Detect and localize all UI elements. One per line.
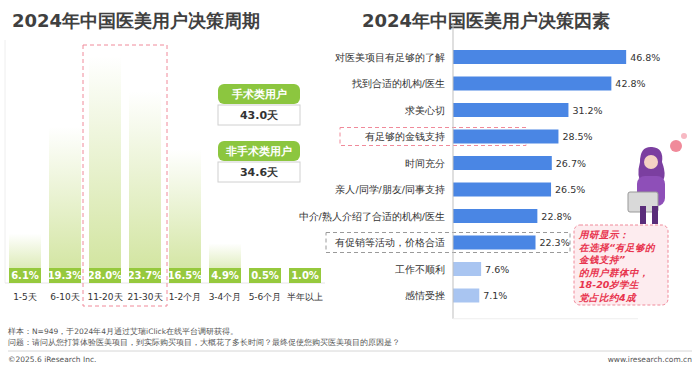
bar — [453, 130, 558, 144]
bar — [453, 50, 626, 64]
x-tick-label: 3-4个月 — [209, 292, 242, 302]
annotation-text: 34.6天 — [240, 166, 279, 179]
y-tick-label: 感情受挫 — [405, 290, 445, 301]
bar — [89, 56, 121, 283]
label-box — [9, 268, 41, 283]
annotation-label-box — [218, 84, 300, 104]
title: 2024年中国医美用户决策周期 — [12, 10, 260, 31]
callout-text: 18-20岁学生 — [579, 279, 640, 290]
y-tick-label: 有促销等活动，价格合适 — [335, 237, 445, 248]
footer-question: 问题：请问从您打算体验医美项目，到实际购买项目，大概花了多长时间？最终促使您购买… — [8, 338, 400, 347]
highlight-box — [83, 45, 167, 306]
bar — [453, 77, 611, 91]
y-axis-line — [5, 40, 6, 283]
bar — [453, 103, 568, 117]
data-label: 23.7% — [128, 270, 163, 281]
y-tick-label: 中介/熟人介绍了合适的机构/医生 — [299, 211, 445, 222]
x-tick-label: 半年以上 — [287, 292, 323, 302]
callout-text: 金钱支持” — [579, 254, 625, 265]
footer-rule — [8, 351, 692, 352]
data-label: 22.3% — [540, 237, 570, 248]
data-label: 1.0% — [291, 270, 319, 281]
x-tick-label: 1-5天 — [13, 292, 37, 302]
data-label: 31.2% — [572, 105, 602, 116]
callout-text: 的用户群体中， — [579, 267, 649, 278]
bar — [49, 127, 81, 283]
data-label: 42.8% — [615, 78, 645, 89]
callout-text: 用研显示： — [578, 229, 629, 240]
y-tick-label: 对医美项目有足够的了解 — [335, 52, 445, 63]
bar — [453, 183, 551, 197]
x-axis-line — [453, 318, 638, 319]
bar — [453, 236, 536, 250]
title: 2024年中国医美用户决策因素 — [362, 10, 610, 31]
annotation-label: 非手术类用户 — [225, 145, 292, 158]
illustration — [628, 133, 687, 224]
data-label: 0.5% — [251, 270, 279, 281]
annotation-value-box — [218, 105, 300, 125]
bar — [129, 91, 161, 283]
bubble — [670, 140, 682, 152]
footer-website: www.iresearch.com.cn — [608, 355, 693, 364]
x-tick-label: 1-2个月 — [169, 292, 202, 302]
bubble — [681, 133, 687, 139]
x-tick-label: 21-30天 — [127, 292, 162, 302]
footer-copyright: ©2025.6 iResearch Inc. — [8, 355, 96, 364]
data-label: 46.8% — [630, 52, 660, 63]
label-box — [249, 268, 281, 283]
data-label: 16.5% — [168, 270, 203, 281]
x-tick-label: 11-20天 — [87, 292, 122, 302]
leg — [640, 206, 646, 224]
x-tick-label: 5-6个月 — [249, 292, 282, 302]
data-label: 22.8% — [541, 211, 571, 222]
face — [644, 155, 658, 169]
data-label: 7.1% — [483, 290, 507, 301]
data-label: 6.1% — [11, 270, 39, 281]
bars — [453, 50, 626, 303]
y-tick-label: 有足够的金钱支持 — [365, 131, 445, 142]
y-tick-label: 亲人/同学/朋友/同事支持 — [335, 184, 445, 195]
data-label: 7.6% — [485, 264, 509, 275]
bar — [453, 209, 537, 223]
bars — [9, 56, 321, 283]
data-label: 26.7% — [556, 158, 586, 169]
callout-text: 党占比约4成 — [578, 292, 637, 303]
data-label: 26.5% — [555, 184, 585, 195]
annotation-value-box — [218, 162, 300, 182]
callout-text: 在选择“有足够的 — [579, 242, 656, 253]
leg — [652, 206, 658, 224]
annotation-text: 43.0天 — [240, 109, 279, 122]
annotation-label: 手术类用户 — [231, 88, 287, 101]
data-label: 4.9% — [211, 270, 239, 281]
footer-sample: 样本：N=949，于2024年4月通过艾瑞iClick在线平台调研获得。 — [8, 327, 238, 336]
y-tick-label: 求美心切 — [405, 105, 445, 116]
data-label: 28.0% — [88, 270, 123, 281]
bar — [209, 243, 241, 283]
callout-box — [574, 225, 668, 305]
y-axis-line — [453, 24, 454, 319]
label-box — [289, 268, 321, 283]
data-label: 19.3% — [48, 270, 83, 281]
annotation-label-box — [218, 141, 300, 161]
data-label: 28.5% — [562, 131, 592, 142]
canvas: 2024年中国医美用户决策周期 6.1% 19.3% 28.0% 23.7% 16.5% 4… — [0, 0, 700, 369]
x-tick-label: 6-10天 — [50, 292, 79, 302]
highlight-box — [326, 233, 570, 253]
y-tick-label: 时间充分 — [405, 158, 445, 169]
bar — [453, 289, 479, 303]
label-box — [209, 268, 241, 283]
y-tick-label: 找到合适的机构/医生 — [351, 78, 445, 89]
bar — [453, 156, 552, 170]
bar — [9, 234, 41, 283]
y-tick-label: 工作不顺利 — [395, 264, 445, 275]
bar — [453, 262, 481, 276]
bar — [169, 149, 201, 283]
